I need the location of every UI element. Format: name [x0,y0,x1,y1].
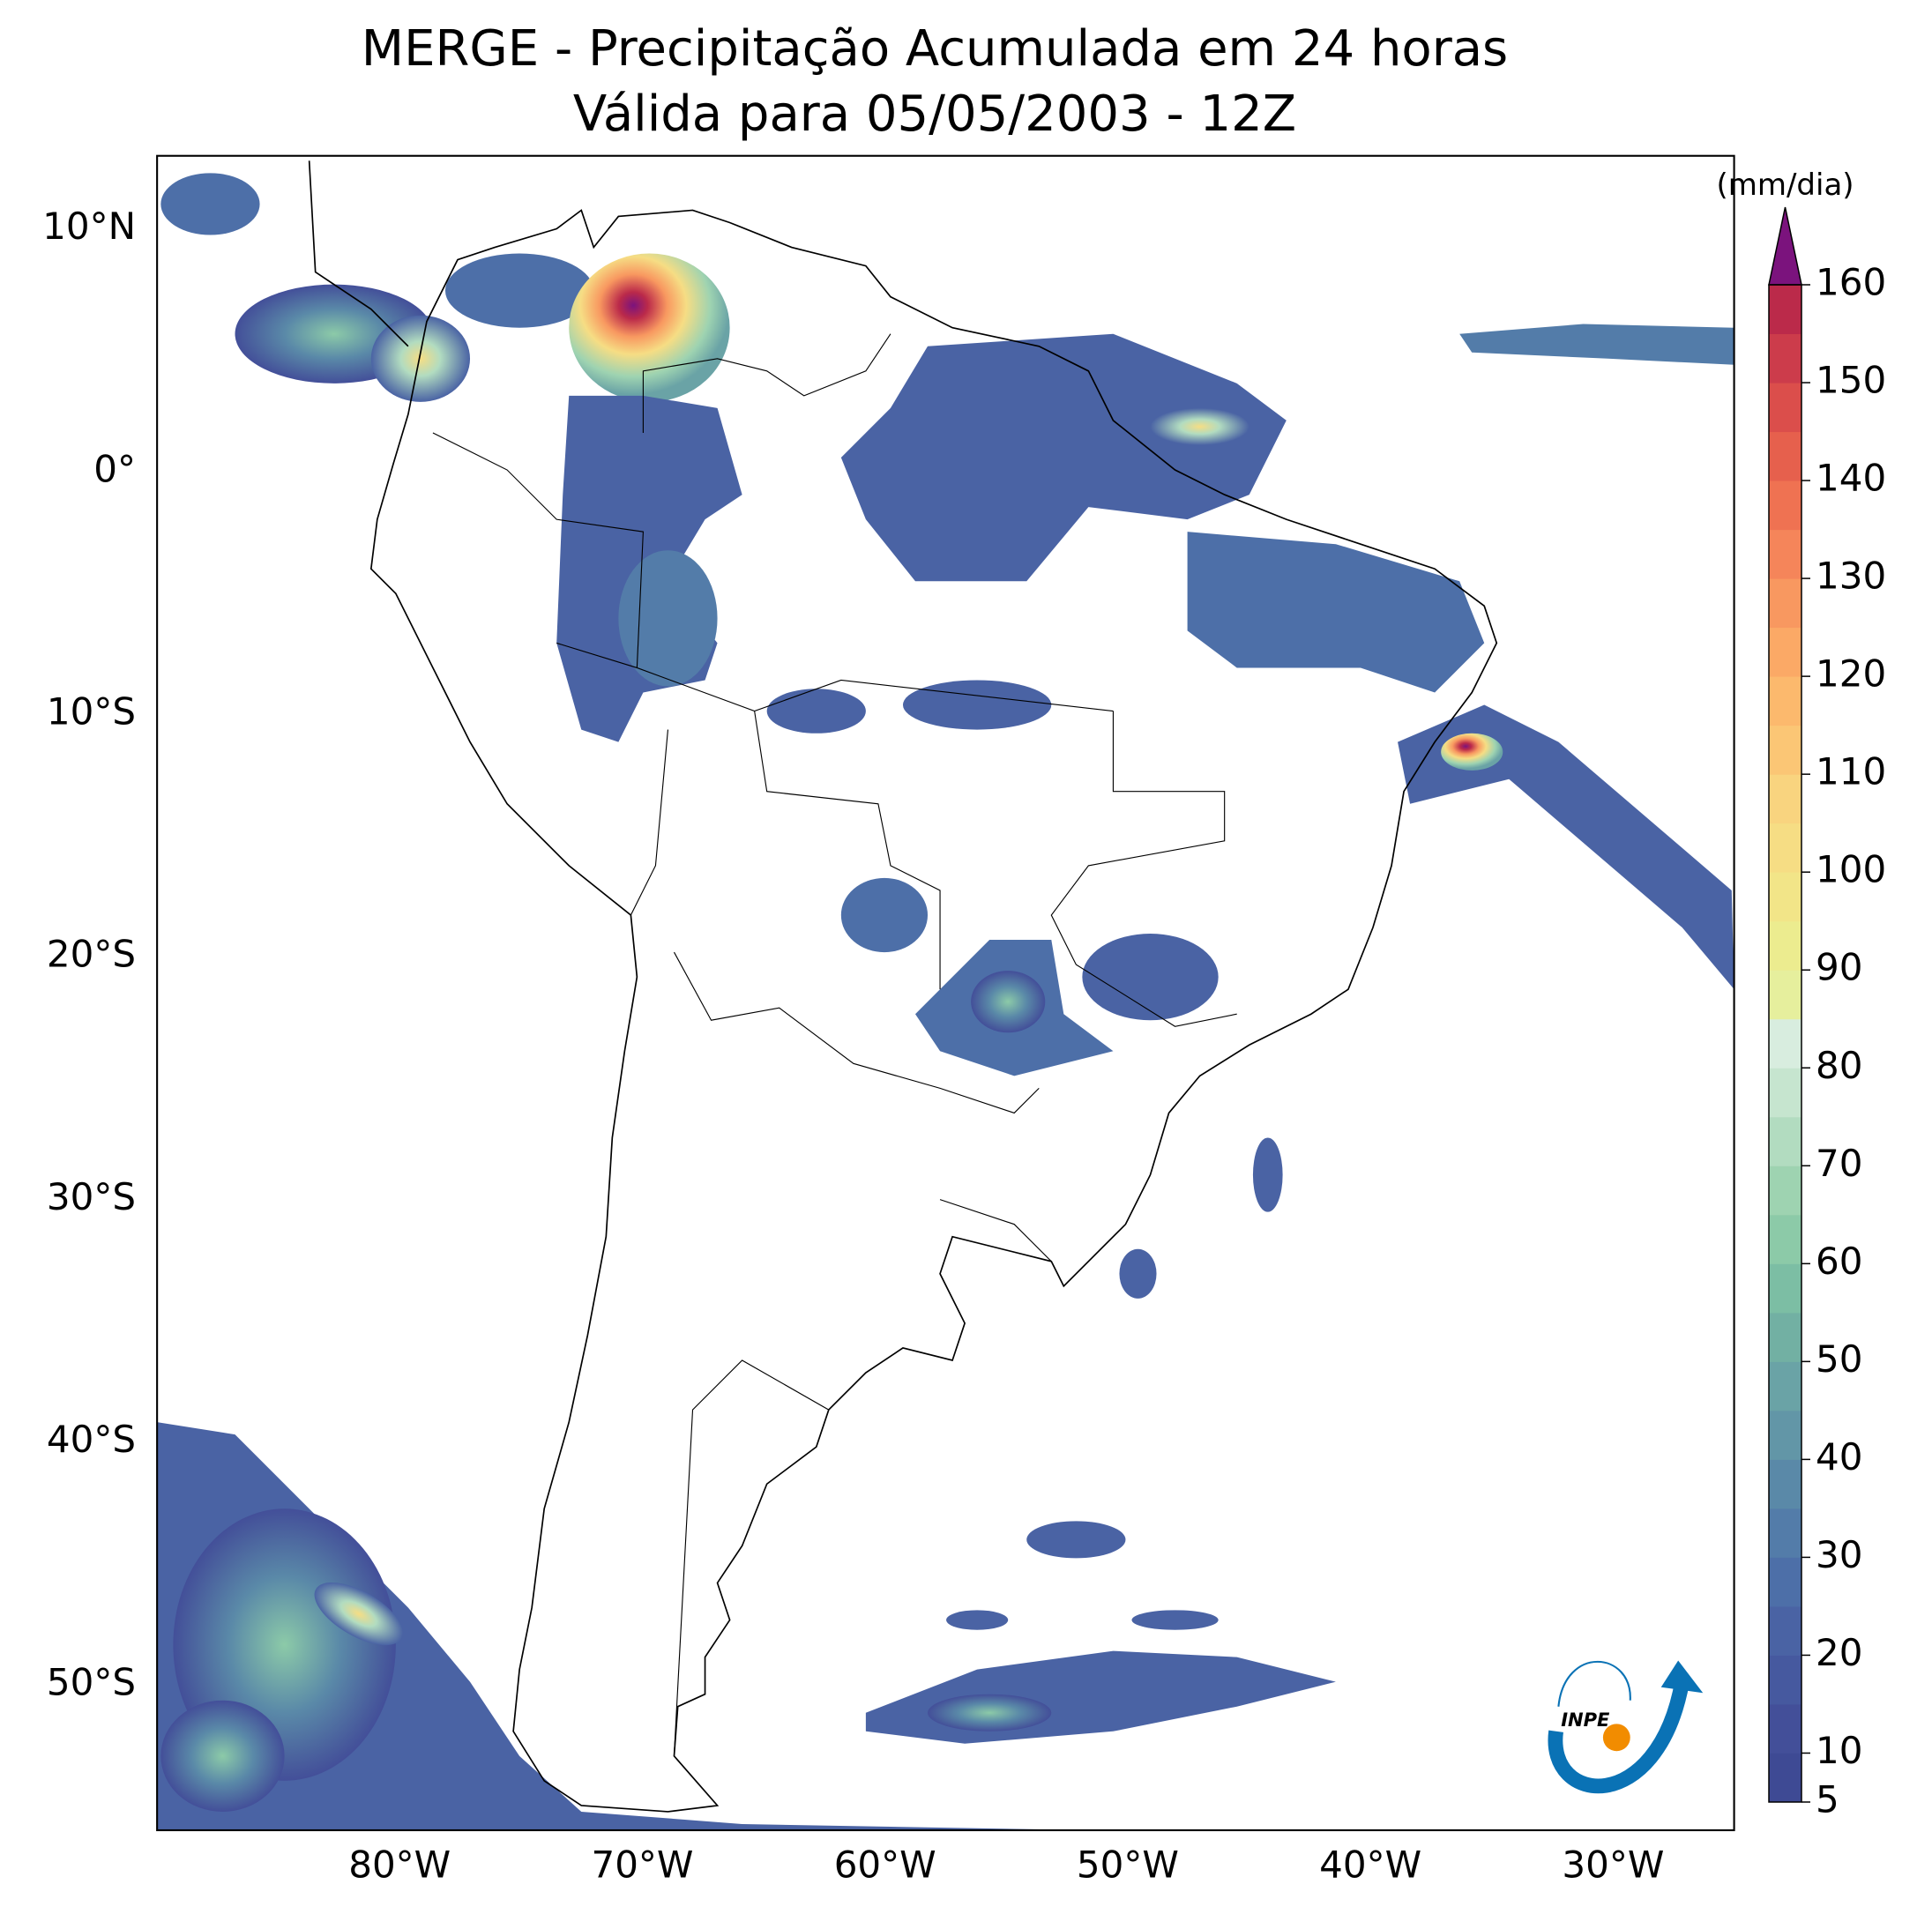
colorbar-bin [1769,578,1801,629]
y-tick-label: 10°S [47,690,136,734]
precip-fields [157,173,1734,1830]
colorbar-bin [1769,1410,1801,1460]
colorbar-tick-label: 120 [1816,652,1886,696]
x-tick-label: 80°W [348,1843,451,1887]
colorbar-tick-label: 30 [1816,1533,1862,1576]
logo-text: INPE [1561,1709,1610,1731]
colorbar-bin [1769,1557,1801,1607]
logo: INPE [1548,1660,1704,1794]
chart-subtitle: Válida para 05/05/2003 - 12Z [573,86,1296,143]
colorbar-bin [1769,872,1801,922]
y-tick-label: 20°S [47,933,136,976]
colorbar-tick-label: 20 [1816,1631,1862,1674]
colorbar-tick-label: 60 [1816,1240,1862,1283]
colorbar-bin [1769,725,1801,775]
colorbar-tick-label: 130 [1816,555,1886,598]
colorbar-bin [1769,1361,1801,1411]
y-tick-label: 50°S [47,1660,136,1703]
colorbar-tick-label: 5 [1816,1778,1839,1821]
colorbar-bin [1769,970,1801,1020]
x-tick-label: 60°W [834,1843,936,1887]
coastline [308,160,1498,1813]
colorbar-tick-label: 140 [1816,457,1886,500]
x-tick-label: 30°W [1562,1843,1664,1887]
colorbar-tick-label: 10 [1816,1729,1862,1772]
map: INPE [156,154,1735,1832]
colorbar-bin [1769,1068,1801,1118]
colorbar-tick-label: 90 [1816,946,1862,989]
colorbar-bin [1769,1753,1801,1803]
colorbar-bin [1769,383,1801,433]
x-tick-label: 50°W [1077,1843,1179,1887]
colorbar-bin [1769,1166,1801,1216]
y-tick-label: 0° [93,447,136,490]
colorbar-frame [1768,284,1802,1803]
colorbar-tick-label: 40 [1816,1435,1862,1478]
colorbar-bin [1769,333,1801,384]
x-tick-label: 40°W [1319,1843,1421,1887]
colorbar-bin [1769,285,1801,335]
colorbar-tick-label: 150 [1816,359,1886,402]
colorbar-bin [1769,1703,1801,1754]
colorbar-tick-label: 110 [1816,750,1886,793]
colorbar-tick-label: 160 [1816,261,1886,304]
colorbar-bin [1769,529,1801,579]
colorbar-bin [1769,1312,1801,1362]
colorbar-bin [1769,920,1801,971]
colorbar-extend [1768,206,1802,286]
map-frame [156,154,1735,1832]
colorbar-bin [1769,1508,1801,1558]
colorbar-tick-label: 100 [1816,848,1886,891]
colorbar-bin [1769,627,1801,677]
colorbar-bin [1769,1214,1801,1264]
colorbar-bin [1769,676,1801,726]
y-tick-label: 10°N [42,205,136,248]
y-tick-label: 40°S [47,1418,136,1461]
colorbar-bin [1769,1263,1801,1314]
colorbar-bin [1769,1605,1801,1656]
colorbar-bin [1769,1116,1801,1166]
borders [432,333,1237,1756]
colorbar-bin [1769,774,1801,824]
colorbar-bin [1769,1018,1801,1069]
colorbar-bin [1769,823,1801,873]
colorbar-label: (mm/dia) [1716,168,1854,203]
colorbar-bin [1769,1459,1801,1509]
colorbar-tick-label: 80 [1816,1044,1862,1087]
colorbar-bin [1769,480,1801,531]
chart-title: MERGE - Precipitação Acumulada em 24 hor… [362,20,1508,78]
colorbar-bin [1769,1655,1801,1705]
x-tick-label: 70°W [591,1843,693,1887]
colorbar-tick-label: 50 [1816,1337,1862,1381]
y-tick-label: 30°S [47,1175,136,1218]
colorbar-bin [1769,431,1801,481]
colorbar-tick-label: 70 [1816,1142,1862,1185]
